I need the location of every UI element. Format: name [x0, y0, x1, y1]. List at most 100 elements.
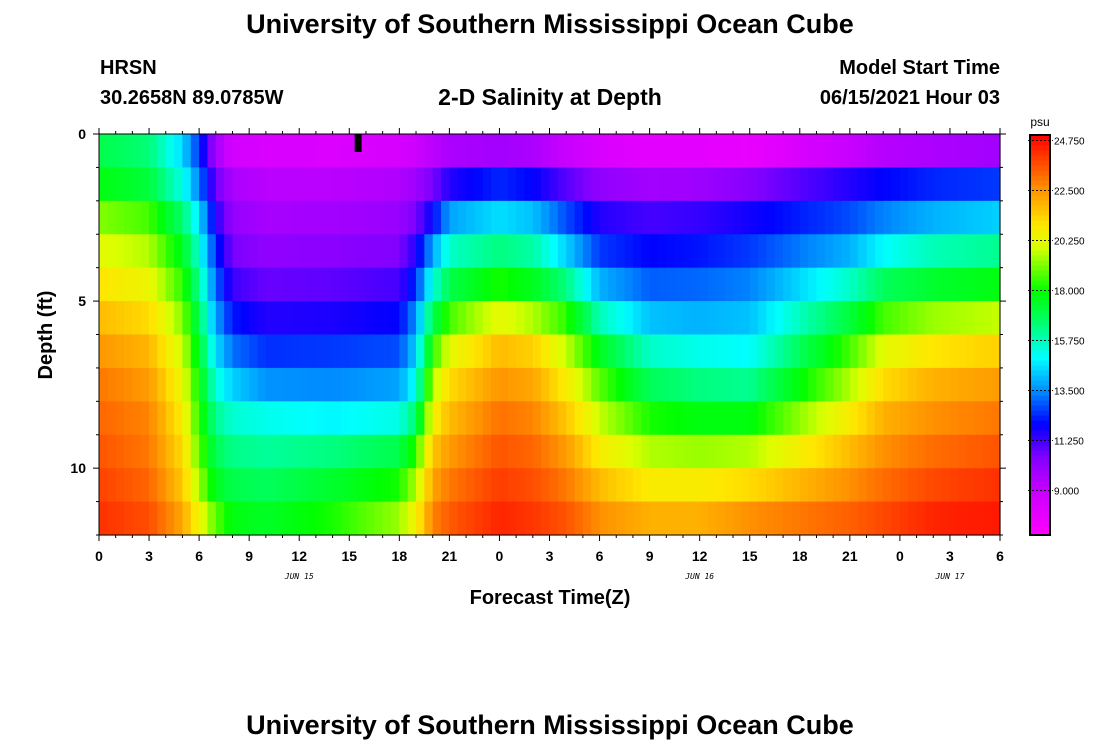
heatmap-cell: [566, 334, 576, 369]
heatmap-cell: [190, 434, 200, 469]
heatmap-cell: [482, 334, 492, 369]
heatmap-cell: [257, 267, 267, 302]
heatmap-cell: [716, 200, 726, 235]
heatmap-cell: [224, 501, 234, 536]
heatmap-cell: [524, 200, 534, 235]
heatmap-cell: [924, 134, 934, 169]
heatmap-cell: [824, 167, 834, 202]
heatmap-cell: [991, 434, 1001, 469]
heatmap-cell: [933, 167, 943, 202]
heatmap-cell: [699, 468, 709, 503]
x-tick-label: 0: [95, 548, 103, 564]
colorbar-segment: [1030, 310, 1050, 316]
heatmap-cell: [215, 468, 225, 503]
colorbar-segment: [1030, 425, 1050, 431]
heatmap-cell: [307, 401, 317, 436]
heatmap-cell: [949, 200, 959, 235]
heatmap-cell: [207, 334, 217, 369]
heatmap-cell: [107, 468, 117, 503]
heatmap-cell: [107, 501, 117, 536]
heatmap-cell: [474, 367, 484, 402]
heatmap-cell: [616, 501, 626, 536]
heatmap-cell: [674, 501, 684, 536]
heatmap-cell: [432, 134, 442, 169]
heatmap-cell: [307, 334, 317, 369]
heatmap-cell: [941, 267, 951, 302]
heatmap-cell: [182, 434, 192, 469]
heatmap-cell: [766, 134, 776, 169]
colorbar-segment: [1030, 195, 1050, 201]
heatmap-cell: [115, 468, 125, 503]
heatmap-cell: [132, 234, 142, 269]
heatmap-cell: [549, 167, 559, 202]
heatmap-cell: [274, 301, 284, 336]
colorbar-segment: [1030, 285, 1050, 291]
heatmap-cell: [491, 334, 501, 369]
heatmap-cell: [649, 301, 659, 336]
heatmap-cell: [924, 167, 934, 202]
heatmap-cell: [699, 501, 709, 536]
heatmap-cell: [240, 401, 250, 436]
heatmap-cell: [441, 234, 450, 269]
heatmap-cell: [607, 468, 617, 503]
heatmap-cell: [407, 200, 417, 235]
heatmap-cell: [574, 234, 584, 269]
heatmap-cell: [624, 200, 634, 235]
heatmap-cell: [749, 234, 759, 269]
heatmap-cell: [315, 501, 325, 536]
heatmap-cell: [933, 334, 943, 369]
heatmap-cell: [991, 301, 1001, 336]
heatmap-cell: [432, 234, 442, 269]
heatmap-cell: [549, 234, 559, 269]
heatmap-cell: [282, 367, 292, 402]
heatmap-cell: [841, 167, 851, 202]
heatmap-cell: [482, 200, 492, 235]
heatmap-cell: [582, 234, 592, 269]
x-tick-label: 3: [946, 548, 954, 564]
heatmap-cell: [607, 401, 617, 436]
heatmap-cell: [374, 367, 384, 402]
heatmap-cell: [282, 434, 292, 469]
heatmap-cell: [849, 367, 859, 402]
heatmap-cell: [816, 267, 826, 302]
heatmap-cell: [799, 434, 809, 469]
heatmap-cell: [474, 401, 484, 436]
heatmap-cell: [549, 367, 559, 402]
heatmap-cell: [891, 367, 901, 402]
heatmap-cell: [207, 234, 217, 269]
heatmap-cell: [249, 267, 259, 302]
heatmap-cell: [808, 234, 818, 269]
heatmap-cell: [874, 167, 884, 202]
heatmap-cell: [833, 200, 843, 235]
heatmap-cell: [983, 401, 993, 436]
heatmap-cell: [107, 301, 117, 336]
heatmap-cell: [174, 301, 184, 336]
x-tick-label: 0: [496, 548, 504, 564]
heatmap-cell: [849, 167, 859, 202]
heatmap-cell: [190, 334, 200, 369]
heatmap-cell: [399, 167, 409, 202]
heatmap-cell: [708, 367, 717, 402]
heatmap-cell: [891, 234, 901, 269]
heatmap-cell: [758, 301, 767, 336]
heatmap-cell: [124, 401, 133, 436]
heatmap-cell: [899, 134, 909, 169]
heatmap-cell: [532, 200, 542, 235]
heatmap-cell: [833, 134, 843, 169]
heatmap-cell: [791, 334, 801, 369]
heatmap-cell: [491, 367, 501, 402]
heatmap-cell: [607, 200, 617, 235]
heatmap-cell: [332, 267, 342, 302]
heatmap-cell: [390, 367, 400, 402]
heatmap-cell: [824, 501, 834, 536]
colorbar-segment: [1030, 530, 1050, 536]
heatmap-cell: [624, 334, 634, 369]
colorbar-segment: [1030, 445, 1050, 451]
heatmap-cell: [390, 501, 400, 536]
heatmap-cell: [441, 434, 450, 469]
heatmap-cell: [733, 200, 742, 235]
heatmap-cell: [566, 267, 576, 302]
heatmap-cell: [574, 134, 584, 169]
heatmap-cell: [365, 468, 375, 503]
heatmap-cell: [524, 134, 534, 169]
